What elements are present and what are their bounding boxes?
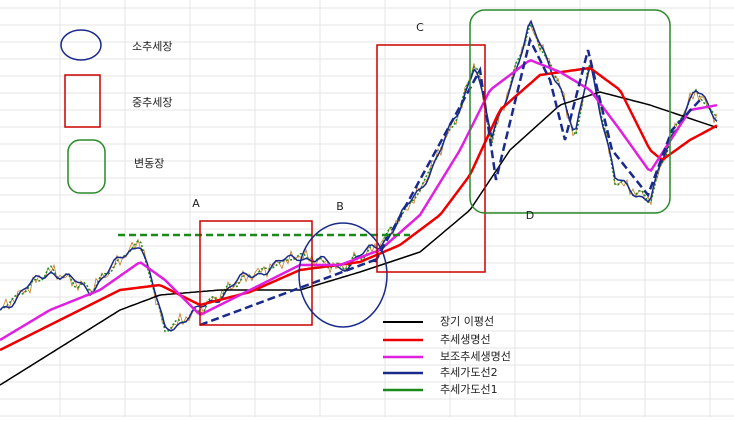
range-label: 변동장 xyxy=(134,157,164,170)
point-label: D xyxy=(526,209,534,222)
point-label: B xyxy=(336,200,344,213)
point-label: C xyxy=(416,21,424,34)
long-ma xyxy=(0,91,718,386)
legend-label: 추세생명선 xyxy=(440,333,491,346)
ellipse-b xyxy=(298,222,388,328)
point-label: A xyxy=(192,197,200,210)
box-a xyxy=(199,220,313,326)
legend-label: 장기 이평선 xyxy=(440,315,494,328)
box-d xyxy=(469,9,671,214)
range-key xyxy=(67,139,106,194)
small-trend-key xyxy=(60,29,102,61)
price-curves xyxy=(0,19,718,386)
trend-life-line xyxy=(0,67,718,352)
box-c xyxy=(376,44,486,273)
legend-label: 추세가도선2 xyxy=(440,366,498,379)
legend: 장기 이평선 추세생명선 보조추세생명선 추세가도선2 추세가도선1 xyxy=(383,315,511,396)
small-trend-label: 소추세장 xyxy=(132,40,172,53)
sub-trend-line xyxy=(0,59,718,342)
legend-label: 추세가도선1 xyxy=(440,383,498,396)
legend-label: 보조추세생명선 xyxy=(440,350,511,363)
trend-guide-lines xyxy=(199,36,701,327)
medium-trend-label: 중추세장 xyxy=(132,96,172,109)
medium-trend-key xyxy=(64,74,101,128)
